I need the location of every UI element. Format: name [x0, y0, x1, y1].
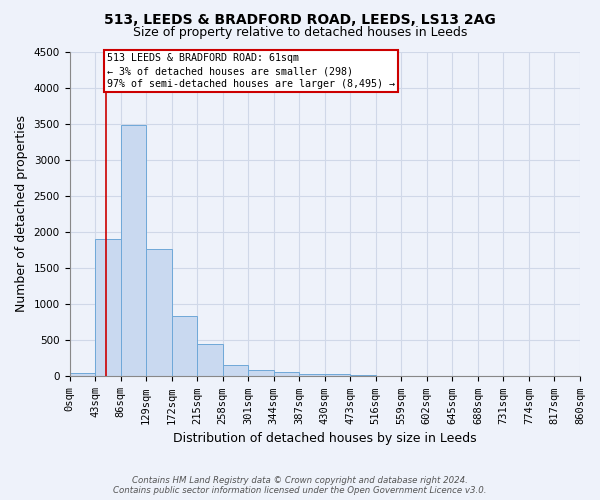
Bar — [325, 374, 350, 376]
Text: 513 LEEDS & BRADFORD ROAD: 61sqm
← 3% of detached houses are smaller (298)
97% o: 513 LEEDS & BRADFORD ROAD: 61sqm ← 3% of… — [107, 53, 395, 90]
Bar — [299, 374, 325, 376]
Text: 513, LEEDS & BRADFORD ROAD, LEEDS, LS13 2AG: 513, LEEDS & BRADFORD ROAD, LEEDS, LS13 … — [104, 12, 496, 26]
Bar — [172, 316, 197, 376]
X-axis label: Distribution of detached houses by size in Leeds: Distribution of detached houses by size … — [173, 432, 476, 445]
Y-axis label: Number of detached properties: Number of detached properties — [15, 116, 28, 312]
Bar — [223, 365, 248, 376]
Bar — [146, 248, 172, 376]
Bar — [248, 370, 274, 376]
Bar — [197, 344, 223, 376]
Bar — [95, 239, 121, 376]
Text: Size of property relative to detached houses in Leeds: Size of property relative to detached ho… — [133, 26, 467, 39]
Bar — [350, 375, 376, 376]
Text: Contains HM Land Registry data © Crown copyright and database right 2024.
Contai: Contains HM Land Registry data © Crown c… — [113, 476, 487, 495]
Bar — [70, 373, 95, 376]
Bar — [121, 125, 146, 376]
Bar — [274, 372, 299, 376]
